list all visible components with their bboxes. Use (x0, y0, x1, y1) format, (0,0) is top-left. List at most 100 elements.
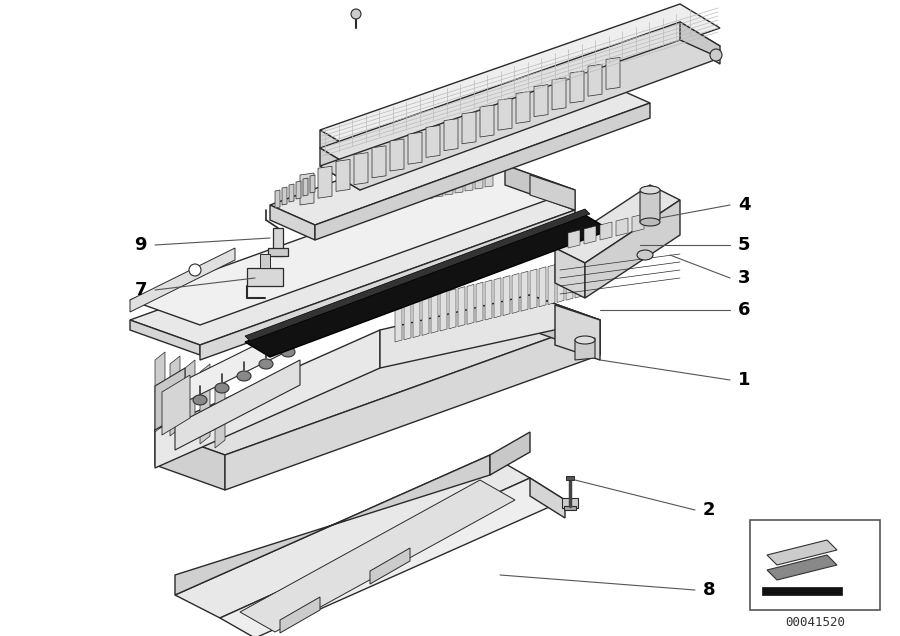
Text: 8: 8 (703, 581, 716, 599)
Polygon shape (475, 164, 483, 189)
Polygon shape (426, 125, 440, 157)
Polygon shape (320, 22, 720, 172)
Polygon shape (215, 368, 225, 448)
Ellipse shape (640, 218, 660, 226)
Polygon shape (175, 323, 300, 407)
Polygon shape (310, 175, 315, 193)
Polygon shape (568, 230, 580, 248)
Polygon shape (170, 356, 180, 436)
Polygon shape (516, 92, 530, 123)
Polygon shape (566, 476, 574, 480)
Polygon shape (584, 226, 596, 244)
Polygon shape (566, 260, 573, 300)
Polygon shape (585, 200, 680, 298)
Polygon shape (130, 320, 200, 355)
Polygon shape (355, 188, 363, 213)
Polygon shape (445, 170, 453, 195)
Polygon shape (365, 186, 373, 211)
Ellipse shape (215, 383, 229, 393)
Polygon shape (240, 480, 515, 632)
Polygon shape (336, 160, 350, 191)
Polygon shape (245, 209, 590, 341)
Polygon shape (354, 153, 368, 184)
Polygon shape (606, 57, 620, 90)
Polygon shape (521, 271, 528, 311)
Circle shape (710, 49, 722, 61)
Polygon shape (247, 268, 283, 286)
Text: 00041520: 00041520 (785, 616, 845, 630)
Polygon shape (155, 295, 600, 455)
Polygon shape (268, 248, 288, 256)
Polygon shape (575, 258, 582, 298)
Polygon shape (370, 548, 410, 584)
Polygon shape (130, 185, 575, 345)
Polygon shape (345, 190, 353, 215)
Polygon shape (548, 265, 555, 305)
Polygon shape (534, 85, 548, 116)
Polygon shape (296, 181, 301, 199)
Polygon shape (260, 254, 270, 268)
Polygon shape (425, 174, 433, 199)
Polygon shape (305, 198, 313, 223)
Text: 3: 3 (738, 269, 751, 287)
Polygon shape (503, 275, 510, 315)
Polygon shape (530, 269, 537, 309)
Polygon shape (422, 295, 429, 335)
Polygon shape (616, 218, 628, 236)
Polygon shape (380, 295, 600, 368)
Polygon shape (175, 455, 490, 595)
Ellipse shape (575, 336, 595, 344)
Polygon shape (512, 273, 519, 314)
Polygon shape (155, 330, 380, 468)
Polygon shape (530, 295, 600, 355)
Polygon shape (395, 180, 403, 205)
Polygon shape (282, 187, 287, 205)
Polygon shape (498, 98, 512, 130)
Polygon shape (539, 266, 546, 307)
Polygon shape (530, 478, 565, 518)
Polygon shape (584, 256, 591, 296)
Polygon shape (562, 498, 578, 508)
Polygon shape (505, 165, 575, 210)
Polygon shape (320, 148, 360, 190)
Text: 2: 2 (703, 501, 716, 519)
Polygon shape (405, 178, 413, 203)
Ellipse shape (259, 359, 273, 369)
Polygon shape (220, 478, 565, 636)
Polygon shape (318, 166, 332, 198)
Polygon shape (320, 4, 720, 154)
Polygon shape (555, 185, 680, 263)
Polygon shape (225, 320, 600, 490)
Polygon shape (413, 298, 420, 338)
Polygon shape (600, 222, 612, 240)
Polygon shape (320, 40, 720, 190)
Polygon shape (465, 166, 473, 191)
Polygon shape (444, 118, 458, 151)
Polygon shape (200, 210, 575, 360)
Circle shape (351, 9, 361, 19)
Ellipse shape (640, 186, 660, 194)
Polygon shape (485, 162, 493, 187)
Ellipse shape (237, 371, 251, 381)
Polygon shape (404, 300, 411, 340)
Polygon shape (767, 555, 837, 580)
Text: 5: 5 (738, 236, 751, 254)
Polygon shape (315, 196, 323, 221)
Polygon shape (162, 375, 190, 435)
Polygon shape (458, 287, 465, 327)
Polygon shape (335, 192, 343, 217)
Polygon shape (494, 278, 501, 318)
Polygon shape (552, 78, 566, 110)
Polygon shape (632, 214, 644, 232)
Polygon shape (185, 360, 195, 440)
Polygon shape (588, 64, 602, 96)
Polygon shape (130, 165, 575, 325)
Polygon shape (155, 352, 165, 432)
Bar (750, 520, 880, 610)
Polygon shape (295, 200, 303, 225)
Polygon shape (385, 182, 393, 207)
Polygon shape (275, 190, 280, 208)
Polygon shape (555, 248, 585, 298)
Polygon shape (175, 360, 300, 450)
Polygon shape (449, 289, 456, 329)
